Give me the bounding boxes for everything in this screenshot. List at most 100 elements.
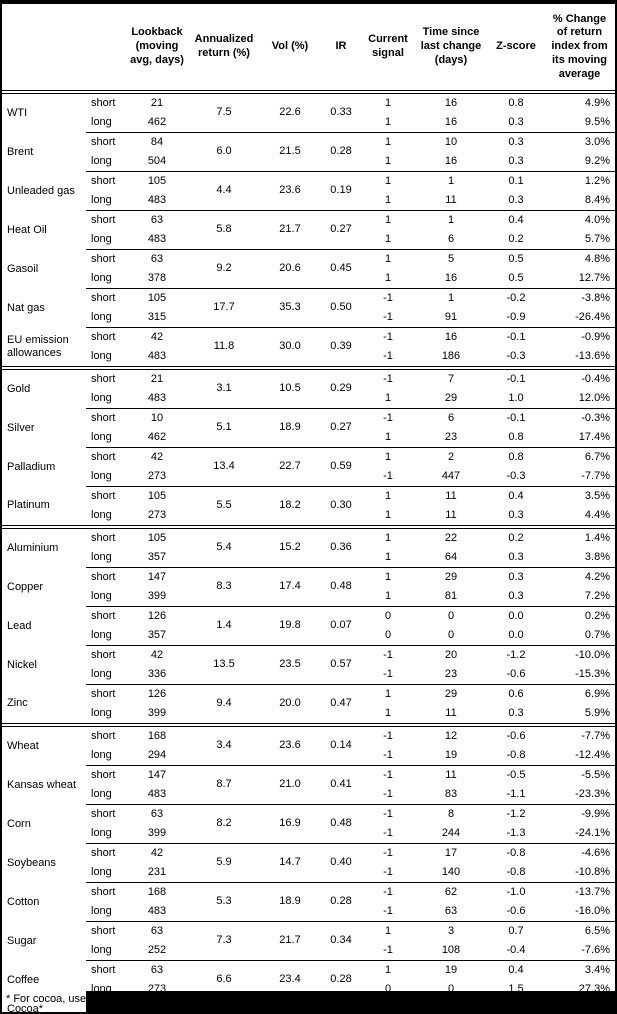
annualized-return-cell: 7.3 (188, 921, 260, 961)
lookback-cell: 462 (126, 428, 188, 448)
table-row: long 336 -1 23 -0.6 -15.3% (2, 665, 615, 685)
annualized-return-cell: 17.7 (188, 288, 260, 328)
pct-change-cell: 6.5% (584, 924, 610, 937)
vol-cell: 21.0 (260, 765, 320, 805)
horizon-cell: long (86, 863, 126, 883)
annualized-return-cell: 5.3 (188, 882, 260, 922)
horizon-cell: short (91, 648, 116, 661)
table-row: Coffee short 63 6.6 23.4 0.28 1 19 0.4 3.4% (2, 960, 615, 1000)
zscore-cell: 0.1 (508, 174, 524, 187)
time-since-cell: 23 (414, 665, 488, 685)
ir-cell: 0.50 (320, 288, 362, 328)
horizon-cell: long (86, 548, 126, 568)
time-since-cell: 16 (444, 96, 458, 109)
commodity-name-cell: Silver (7, 421, 35, 434)
pct-change-cell: 8.4% (544, 191, 615, 211)
lookback-cell: 63 (150, 963, 164, 976)
time-since-cell: 3 (447, 924, 455, 937)
current-signal-cell: 1 (362, 506, 414, 529)
time-since-cell: 186 (414, 347, 488, 370)
table-row: long 378 1 16 0.5 12.7% (2, 269, 615, 289)
horizon-cell: short (91, 330, 116, 343)
table-row: Nat gas short 105 17.7 35.3 0.50 -1 1 -0.2 -3.8% (2, 288, 615, 328)
horizon-cell: long (86, 824, 126, 844)
pct-change-cell: 3.8% (544, 548, 615, 568)
table-row: long 483 1 29 1.0 12.0% (2, 389, 615, 409)
ir-cell: 0.30 (320, 486, 362, 529)
horizon-cell: long (86, 389, 126, 409)
current-signal-cell: 1 (362, 152, 414, 172)
lookback-cell: 504 (126, 152, 188, 172)
current-signal-cell: -1 (383, 372, 393, 385)
ir-cell: 0.40 (320, 843, 362, 883)
horizon-cell: long (86, 191, 126, 211)
pct-change-cell: 4.8% (584, 252, 610, 265)
commodity-name-cell: Cotton (7, 895, 40, 908)
zscore-cell: 0.5 (488, 269, 544, 289)
time-since-cell: 16 (414, 113, 488, 133)
time-since-cell: 29 (444, 570, 458, 583)
table-row: long 357 1 64 0.3 3.8% (2, 548, 615, 568)
lookback-cell: 63 (150, 213, 164, 226)
zscore-cell: 0.5 (508, 252, 524, 265)
lookback-cell: 483 (126, 230, 188, 250)
table-row: Cotton short 168 5.3 18.9 0.28 -1 62 -1.0 -13.7% (2, 882, 615, 922)
current-signal-cell: -1 (362, 824, 414, 844)
time-since-cell: 23 (414, 428, 488, 448)
horizon-cell: short (91, 924, 116, 937)
horizon-cell: short (91, 135, 116, 148)
table-row: long 483 -1 63 -0.6 -16.0% (2, 902, 615, 922)
pct-change-cell: 6.7% (584, 450, 610, 463)
zscore-cell: -0.3 (488, 347, 544, 370)
zscore-cell: -0.8 (488, 746, 544, 766)
table-row: long 483 -1 83 -1.1 -23.3% (2, 785, 615, 805)
table-row: long 252 -1 108 -0.4 -7.6% (2, 941, 615, 961)
table-row: long 483 -1 186 -0.3 -13.6% (2, 347, 615, 370)
horizon-cell: short (91, 609, 116, 622)
ir-cell: 0.36 (320, 527, 362, 568)
horizon-cell: long (86, 230, 126, 250)
pct-change-cell: 3.0% (584, 135, 610, 148)
lookback-cell: 63 (150, 924, 164, 937)
current-signal-cell: -1 (383, 807, 393, 820)
lookback-cell: 126 (147, 687, 167, 700)
vol-cell: 23.6 (260, 171, 320, 211)
time-since-cell: 108 (414, 941, 488, 961)
annualized-return-cell: 1.4 (188, 606, 260, 646)
zscore-cell: 1.0 (488, 389, 544, 409)
lookback-cell: 42 (150, 846, 164, 859)
lookback-cell: 399 (126, 587, 188, 607)
zscore-cell: -1.2 (506, 648, 526, 661)
current-signal-cell: 0 (362, 626, 414, 646)
commodity-name-cell: Wheat (7, 739, 39, 752)
pct-change-cell: -7.6% (544, 941, 615, 961)
lookback-cell: 168 (147, 885, 167, 898)
current-signal-cell: -1 (362, 941, 414, 961)
table-row: long 504 1 16 0.3 9.2% (2, 152, 615, 172)
time-since-cell: 1 (447, 174, 455, 187)
table-row: long 399 1 11 0.3 5.9% (2, 704, 615, 727)
horizon-cell: long (86, 152, 126, 172)
current-signal-cell: 1 (384, 252, 392, 265)
lookback-cell: 357 (126, 548, 188, 568)
current-signal-cell: -1 (383, 291, 393, 304)
horizon-cell: short (91, 963, 116, 976)
lookback-cell: 483 (126, 902, 188, 922)
ir-cell: 0.19 (320, 171, 362, 211)
ir-cell: 0.39 (320, 327, 362, 370)
annualized-return-cell: 8.3 (188, 567, 260, 607)
zscore-cell: 0.3 (508, 570, 524, 583)
zscore-cell: 0.0 (488, 626, 544, 646)
commodity-name-cell: Sugar (7, 934, 37, 947)
ir-cell: 0.28 (320, 882, 362, 922)
time-since-cell: 63 (414, 902, 488, 922)
lookback-cell: 378 (126, 269, 188, 289)
vol-cell: 17.4 (260, 567, 320, 607)
zscore-cell: -0.1 (506, 411, 526, 424)
ir-cell: 0.27 (320, 210, 362, 250)
annualized-return-cell: 5.5 (188, 486, 260, 529)
current-signal-cell: 1 (384, 963, 392, 976)
pct-change-cell: -0.4% (581, 372, 610, 385)
header-pct-change: % Change of return index from its moving… (544, 4, 615, 94)
